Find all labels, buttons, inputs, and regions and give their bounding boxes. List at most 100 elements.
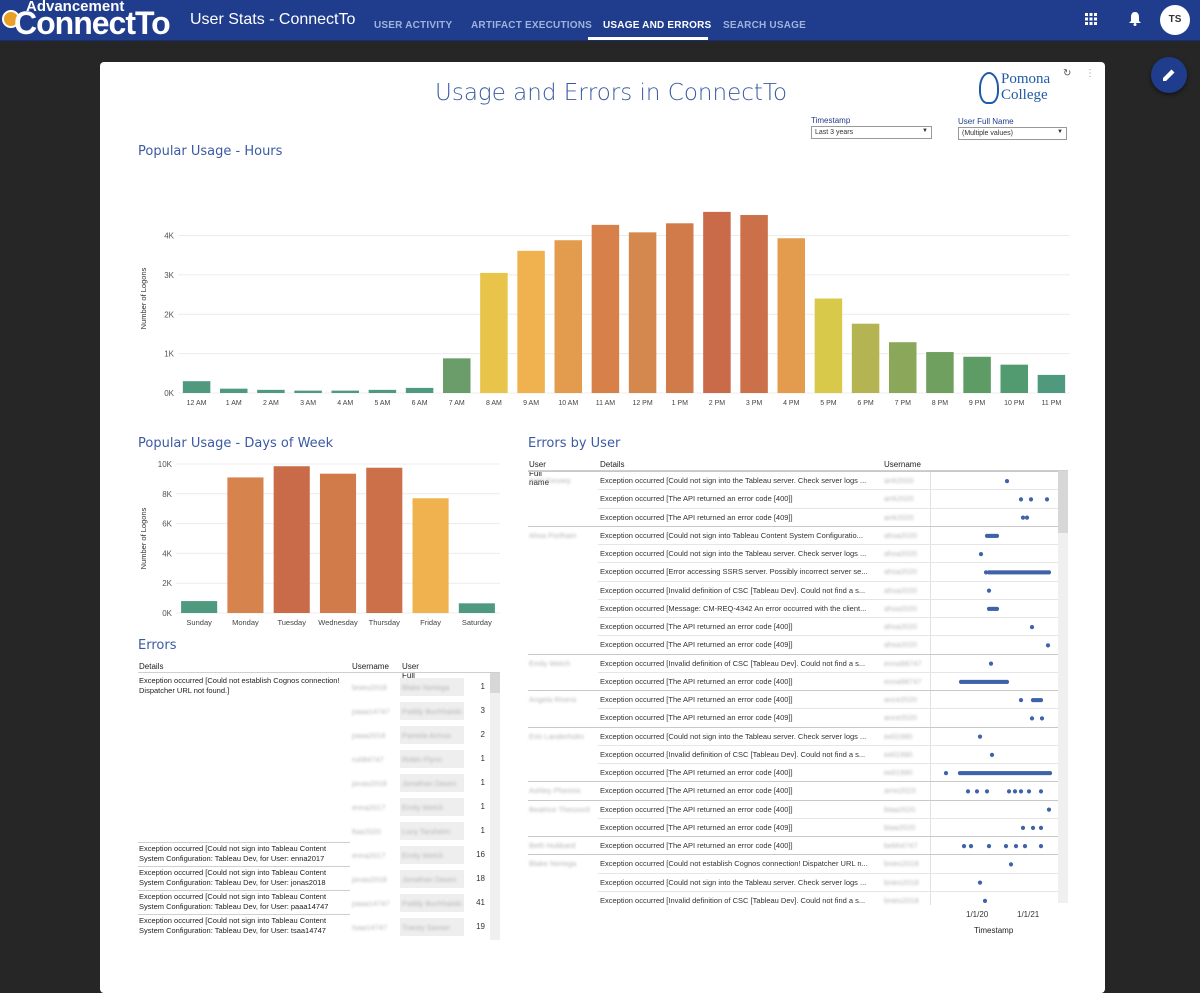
ebu-detail: Exception occurred [Could not sign into … xyxy=(600,731,867,741)
bar[interactable] xyxy=(366,467,403,613)
error-event-dot[interactable] xyxy=(994,606,1000,611)
error-event-dot[interactable] xyxy=(977,880,983,885)
error-event-dot[interactable] xyxy=(989,752,995,757)
error-event-dot[interactable] xyxy=(1029,716,1035,721)
ebu-plot-divider xyxy=(930,471,931,905)
error-event-dot[interactable] xyxy=(1022,844,1028,849)
bar[interactable] xyxy=(628,232,657,393)
error-event-dot[interactable] xyxy=(1044,497,1050,502)
ebu-scrollbar-track[interactable] xyxy=(1058,471,1068,903)
error-event-dot[interactable] xyxy=(1024,515,1030,520)
tab-search-usage[interactable]: SEARCH USAGE xyxy=(723,20,806,31)
error-event-dot[interactable] xyxy=(1039,716,1045,721)
bar[interactable] xyxy=(182,381,211,393)
avatar[interactable]: TS xyxy=(1160,5,1190,35)
error-event-dot[interactable] xyxy=(974,789,980,794)
bar[interactable] xyxy=(1000,364,1029,393)
bar[interactable] xyxy=(458,603,495,613)
error-event-dot[interactable] xyxy=(1018,698,1024,703)
error-event-dot[interactable] xyxy=(1046,807,1052,812)
error-event-dot[interactable] xyxy=(1004,679,1010,684)
bar[interactable] xyxy=(926,352,954,393)
error-event-dot[interactable] xyxy=(988,661,994,666)
error-event-dot[interactable] xyxy=(1038,825,1044,830)
x-tick-label: 9 AM xyxy=(523,400,539,407)
errors-scrollbar-track[interactable] xyxy=(490,673,500,940)
bar[interactable] xyxy=(517,250,545,393)
ebu-row-divider xyxy=(598,817,1058,819)
edit-button[interactable] xyxy=(1151,57,1187,93)
bar[interactable] xyxy=(227,477,264,613)
error-event-dot[interactable] xyxy=(1006,789,1012,794)
bar[interactable] xyxy=(273,466,310,613)
bar[interactable] xyxy=(740,215,768,393)
bar[interactable] xyxy=(963,356,991,393)
bar[interactable] xyxy=(591,224,620,393)
bar[interactable] xyxy=(814,298,843,394)
apps-grid-icon[interactable] xyxy=(1085,12,1097,28)
bell-icon[interactable] xyxy=(1129,12,1141,29)
error-event-dot[interactable] xyxy=(1020,515,1026,520)
bar[interactable] xyxy=(554,240,583,393)
bar[interactable] xyxy=(480,272,508,393)
error-username: jonas2018 xyxy=(352,779,387,788)
error-event-dot[interactable] xyxy=(1018,497,1024,502)
error-event-dot[interactable] xyxy=(986,588,992,593)
bar[interactable] xyxy=(331,390,360,393)
bar[interactable] xyxy=(1037,374,1066,393)
bar[interactable] xyxy=(319,473,357,613)
error-event-dot[interactable] xyxy=(1020,825,1026,830)
errors-scrollbar-thumb[interactable] xyxy=(490,673,500,693)
error-event-dot[interactable] xyxy=(1029,625,1035,630)
error-event-dot[interactable] xyxy=(983,570,989,575)
bar[interactable] xyxy=(368,389,397,393)
error-event-dot[interactable] xyxy=(1026,789,1032,794)
error-event-dot[interactable] xyxy=(1013,844,1019,849)
error-event-dot[interactable] xyxy=(982,898,988,903)
error-event-dot[interactable] xyxy=(1004,479,1010,484)
bar[interactable] xyxy=(181,601,218,613)
bar[interactable] xyxy=(294,390,322,393)
user-filter-select[interactable]: (Multiple values) ▼ xyxy=(958,127,1067,140)
error-event-dot[interactable] xyxy=(994,533,1000,538)
tab-user-activity[interactable]: USER ACTIVITY xyxy=(374,20,453,31)
error-event-dot[interactable] xyxy=(1028,497,1034,502)
error-event-dot[interactable] xyxy=(1045,643,1051,648)
bar[interactable] xyxy=(851,323,880,393)
error-event-dot[interactable] xyxy=(984,789,990,794)
more-options-icon[interactable]: ⋮ xyxy=(1085,68,1095,79)
bar[interactable] xyxy=(442,358,471,393)
bar[interactable] xyxy=(412,498,449,613)
tab-usage-and-errors[interactable]: USAGE AND ERRORS xyxy=(603,20,712,31)
error-event-dot[interactable] xyxy=(1038,789,1044,794)
error-event-dot[interactable] xyxy=(1018,789,1024,794)
connectto-logo[interactable]: Advancement ConnectTo xyxy=(2,0,178,41)
bar[interactable] xyxy=(257,389,285,393)
error-event-dot[interactable] xyxy=(1046,570,1052,575)
bar[interactable] xyxy=(777,238,806,393)
error-event-dot[interactable] xyxy=(1012,789,1018,794)
bar[interactable] xyxy=(219,388,248,393)
bar[interactable] xyxy=(405,387,434,393)
refresh-icon[interactable]: ↻ xyxy=(1063,68,1072,79)
error-event-dot[interactable] xyxy=(943,771,949,776)
error-event-dot[interactable] xyxy=(978,552,984,557)
error-event-dot[interactable] xyxy=(1047,771,1053,776)
error-event-dot[interactable] xyxy=(1030,825,1036,830)
ebu-scrollbar-thumb[interactable] xyxy=(1058,471,1068,533)
error-event-dot[interactable] xyxy=(1038,698,1044,703)
error-event-dot[interactable] xyxy=(1003,844,1009,849)
error-event-dot[interactable] xyxy=(1008,862,1014,867)
tab-artifact-executions[interactable]: ARTIFACT EXECUTIONS xyxy=(471,20,593,31)
error-event-dot[interactable] xyxy=(986,844,992,849)
error-event-dot[interactable] xyxy=(1038,844,1044,849)
bar[interactable] xyxy=(888,342,917,393)
bar[interactable] xyxy=(703,211,731,393)
error-username: jonas2018 xyxy=(352,875,387,884)
error-event-dot[interactable] xyxy=(977,734,983,739)
error-event-dot[interactable] xyxy=(965,789,971,794)
error-event-dot[interactable] xyxy=(961,844,967,849)
error-event-dot[interactable] xyxy=(968,844,974,849)
timestamp-filter-select[interactable]: Last 3 years ▼ xyxy=(811,126,932,139)
bar[interactable] xyxy=(665,223,694,393)
